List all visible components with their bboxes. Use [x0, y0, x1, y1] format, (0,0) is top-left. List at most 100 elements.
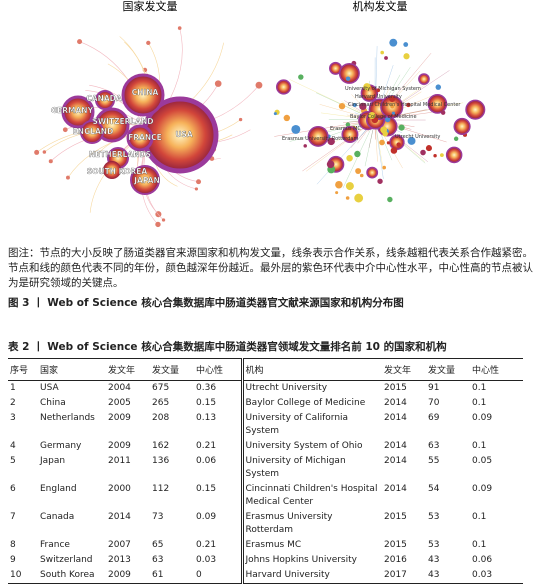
table-cell: 1	[8, 381, 38, 397]
table-title: 表 2 丨 Web of Science 核心合集数据库中肠道类器官领域发文量排…	[8, 340, 538, 355]
table-cell: 0.21	[194, 439, 242, 454]
table-cell: University System of Ohio	[242, 439, 382, 454]
node	[346, 155, 352, 161]
node	[274, 112, 277, 115]
node	[346, 76, 350, 80]
table-cell: 0.1	[470, 510, 523, 538]
node-label: CANADA	[86, 94, 122, 103]
node	[354, 194, 363, 203]
table-cell: 2004	[106, 381, 150, 397]
node	[377, 179, 382, 184]
node	[389, 39, 397, 47]
node	[155, 222, 160, 227]
node	[43, 150, 47, 154]
node	[146, 41, 150, 45]
node	[391, 147, 398, 154]
node	[380, 51, 384, 55]
node	[380, 126, 387, 133]
table-cell: 70	[426, 396, 470, 411]
table-cell: Baylor College of Medicine	[242, 396, 382, 411]
node	[387, 197, 392, 202]
table-cell: 10	[8, 568, 38, 584]
node	[384, 56, 388, 60]
node-label: University of Michigan System	[345, 86, 421, 92]
node	[77, 39, 82, 44]
table-cell: 0.03	[194, 553, 242, 568]
table-cell: Canada	[38, 510, 106, 538]
node	[66, 176, 70, 180]
node	[403, 53, 409, 59]
table-cell: 2	[8, 396, 38, 411]
table-cell: 0.06	[470, 553, 523, 568]
table-cell: 65	[150, 538, 194, 553]
table-cell: 0.15	[194, 396, 242, 411]
node	[355, 168, 361, 174]
table-cell: 2007	[106, 538, 150, 553]
column-header: 发文量	[150, 359, 194, 381]
table-cell: Germany	[38, 439, 106, 454]
column-header: 发文年	[382, 359, 426, 381]
node	[396, 142, 400, 146]
node	[284, 115, 290, 121]
table-cell: 2014	[382, 396, 426, 411]
table-cell: 73	[150, 510, 194, 538]
node	[346, 182, 354, 190]
node	[291, 125, 300, 134]
table-cell: England	[38, 482, 106, 510]
node	[63, 127, 68, 132]
table-cell: 0.09	[194, 510, 242, 538]
table-cell: 0.36	[194, 381, 242, 397]
table-cell: Utrecht University	[242, 381, 382, 397]
figure-title: 图 3 丨 Web of Science 核心合集数据库中肠道类器官文献来源国家…	[8, 296, 538, 311]
node	[441, 110, 445, 114]
table-cell: 2015	[382, 510, 426, 538]
table-cell: 0.1	[470, 396, 523, 411]
node	[419, 74, 429, 84]
table-cell: 0.09	[470, 482, 523, 510]
table-cell: 91	[426, 381, 470, 397]
table-cell: Netherlands	[38, 411, 106, 439]
table-cell: 2014	[382, 454, 426, 482]
node	[440, 153, 444, 157]
table-cell: 675	[150, 381, 194, 397]
table-cell: 162	[150, 439, 194, 454]
table-cell: 2009	[106, 439, 150, 454]
table-cell: 53	[426, 510, 470, 538]
node-label: SWITZERLAND	[92, 117, 153, 126]
table-cell: 2013	[106, 553, 150, 568]
table-cell: Switzerland	[38, 553, 106, 568]
node-label: Erasmus MC	[330, 126, 361, 132]
table-cell: University of Michigan System	[242, 454, 382, 482]
node	[327, 161, 335, 169]
node	[34, 150, 39, 155]
table-cell: 0	[194, 568, 242, 584]
table-cell: 0.05	[470, 454, 523, 482]
table-cell: 265	[150, 396, 194, 411]
table-cell: 136	[150, 454, 194, 482]
table-cell: 43	[426, 553, 470, 568]
node	[339, 103, 345, 109]
column-header: 中心性	[470, 359, 523, 381]
node	[403, 42, 408, 47]
table-cell: Erasmus MC	[242, 538, 382, 553]
node	[426, 145, 432, 151]
table-cell: 2009	[106, 568, 150, 584]
caption: 图注：节点的大小反映了肠道类器官来源国家和机构发文量，线条表示合作关系，线条越粗…	[8, 246, 538, 291]
node	[367, 167, 377, 177]
node	[436, 84, 441, 89]
node	[387, 141, 390, 144]
node	[354, 151, 360, 157]
table-cell: 0.1	[470, 381, 523, 397]
table-cell: 69	[426, 411, 470, 439]
node-label: USA	[175, 130, 192, 139]
node-label: GERMANY	[51, 106, 94, 115]
column-header: 机构	[242, 359, 382, 381]
table-cell: South Korea	[38, 568, 106, 584]
